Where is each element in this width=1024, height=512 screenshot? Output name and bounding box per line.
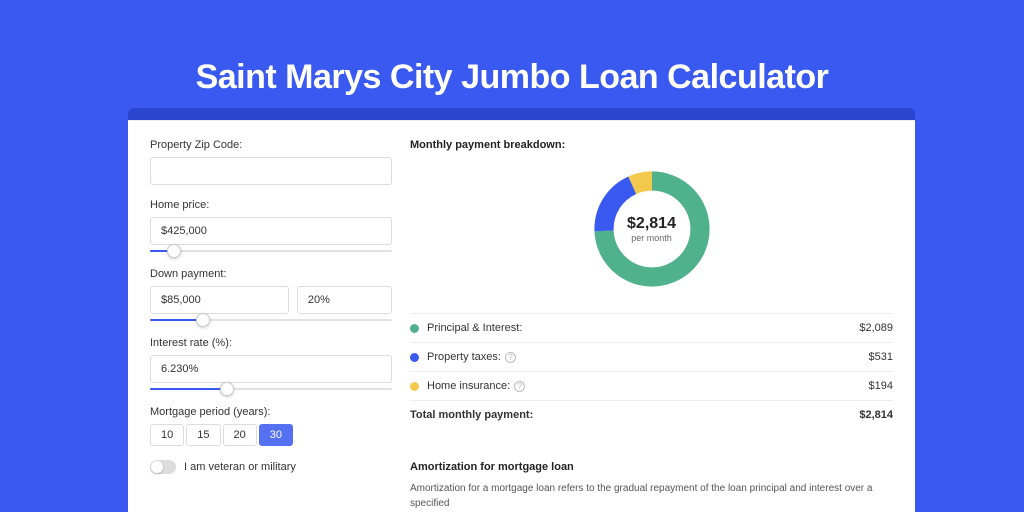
- veteran-toggle[interactable]: [150, 460, 176, 474]
- field-home-price: Home price:: [150, 199, 392, 258]
- slider-thumb[interactable]: [196, 313, 210, 327]
- slider-fill: [150, 319, 203, 321]
- mortgage-period-segmented: 10152030: [150, 424, 392, 446]
- zip-input[interactable]: [150, 157, 392, 185]
- slider-track: [150, 250, 392, 252]
- down-payment-pct-input[interactable]: [297, 286, 392, 314]
- slider-fill: [150, 388, 227, 390]
- breakdown-legend: Principal & Interest:$2,089Property taxe…: [410, 313, 893, 429]
- slider-thumb[interactable]: [167, 244, 181, 258]
- legend-label: Total monthly payment:: [410, 409, 859, 421]
- legend-dot: [410, 324, 419, 333]
- field-down-payment: Down payment:: [150, 268, 392, 327]
- interest-rate-slider[interactable]: [150, 382, 392, 396]
- info-icon[interactable]: ?: [514, 381, 525, 392]
- legend-dot: [410, 382, 419, 391]
- form-panel: Property Zip Code: Home price: Down paym…: [150, 139, 392, 474]
- breakdown-title: Monthly payment breakdown:: [410, 139, 893, 151]
- home-price-label: Home price:: [150, 199, 392, 211]
- field-mortgage-period: Mortgage period (years): 10152030: [150, 406, 392, 446]
- term-option-10[interactable]: 10: [150, 424, 184, 446]
- field-interest-rate: Interest rate (%):: [150, 337, 392, 396]
- mortgage-period-label: Mortgage period (years):: [150, 406, 392, 418]
- legend-value: $194: [869, 380, 893, 392]
- home-price-input[interactable]: [150, 217, 392, 245]
- legend-value: $2,089: [859, 322, 893, 334]
- interest-rate-input[interactable]: [150, 355, 392, 383]
- donut-chart: $2,814 per month: [592, 169, 712, 289]
- legend-label: Principal & Interest:: [427, 322, 859, 334]
- down-payment-input[interactable]: [150, 286, 289, 314]
- legend-row-total: Total monthly payment:$2,814: [410, 401, 893, 429]
- legend-label: Home insurance:?: [427, 380, 869, 392]
- home-price-slider[interactable]: [150, 244, 392, 258]
- veteran-row: I am veteran or military: [150, 460, 392, 474]
- page-title: Saint Marys City Jumbo Loan Calculator: [0, 58, 1024, 97]
- donut-amount: $2,814: [627, 215, 676, 233]
- slider-thumb[interactable]: [220, 382, 234, 396]
- field-zip: Property Zip Code:: [150, 139, 392, 185]
- legend-dot: [410, 353, 419, 362]
- amortization-section: Amortization for mortgage loan Amortizat…: [410, 447, 893, 511]
- legend-row-ins: Home insurance:?$194: [410, 372, 893, 401]
- window-tabbar: [128, 108, 915, 120]
- interest-rate-label: Interest rate (%):: [150, 337, 392, 349]
- page-bg: Saint Marys City Jumbo Loan Calculator P…: [0, 0, 1024, 512]
- info-icon[interactable]: ?: [505, 352, 516, 363]
- legend-value: $531: [869, 351, 893, 363]
- amortization-text: Amortization for a mortgage loan refers …: [410, 481, 893, 511]
- zip-label: Property Zip Code:: [150, 139, 392, 151]
- term-option-30[interactable]: 30: [259, 424, 293, 446]
- down-payment-label: Down payment:: [150, 268, 392, 280]
- results-panel: Monthly payment breakdown: $2,814 per mo…: [410, 139, 893, 511]
- term-option-15[interactable]: 15: [186, 424, 220, 446]
- donut-chart-wrap: $2,814 per month: [410, 159, 893, 299]
- calculator-card: Property Zip Code: Home price: Down paym…: [128, 120, 915, 512]
- term-option-20[interactable]: 20: [223, 424, 257, 446]
- donut-center: $2,814 per month: [592, 169, 712, 289]
- legend-value: $2,814: [859, 409, 893, 421]
- amortization-title: Amortization for mortgage loan: [410, 461, 893, 473]
- legend-row-pi: Principal & Interest:$2,089: [410, 314, 893, 343]
- legend-row-tax: Property taxes:?$531: [410, 343, 893, 372]
- legend-label: Property taxes:?: [427, 351, 869, 363]
- down-payment-slider[interactable]: [150, 313, 392, 327]
- veteran-label: I am veteran or military: [184, 461, 296, 473]
- donut-sublabel: per month: [631, 233, 672, 243]
- toggle-knob: [151, 461, 163, 473]
